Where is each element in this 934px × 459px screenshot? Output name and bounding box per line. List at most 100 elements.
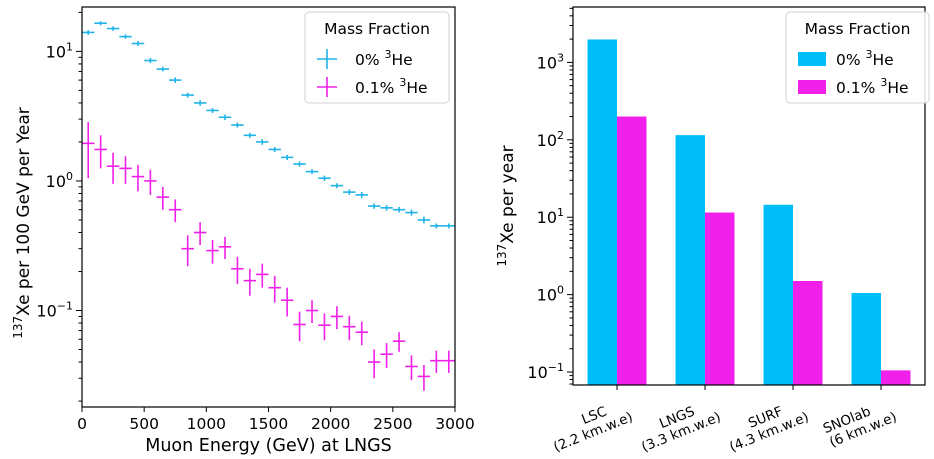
x-tick-label: SURF(4.3 km.w.e) xyxy=(722,395,811,455)
legend-marker xyxy=(798,80,826,94)
data-point xyxy=(392,332,406,352)
y-tick-label-exponent: 0 xyxy=(66,170,73,183)
data-point xyxy=(442,350,455,373)
legend-label-text: He xyxy=(392,51,413,69)
data-point xyxy=(218,114,232,121)
legend-label-text: He xyxy=(887,79,908,97)
x-tick-label: 1500 xyxy=(249,415,288,433)
data-point xyxy=(405,355,418,381)
x-tick-label: SNOlab(6 km.w.e) xyxy=(821,395,899,451)
y-tick-label: 100 xyxy=(537,284,564,305)
y-tick-label: 10−1 xyxy=(36,300,73,321)
legend-label: 0% 3He xyxy=(355,48,413,69)
data-point xyxy=(231,256,244,285)
data-point xyxy=(280,154,294,161)
bar-zero xyxy=(675,135,705,385)
data-point xyxy=(131,164,145,192)
y-tick-label-exponent: 1 xyxy=(557,206,564,219)
data-point xyxy=(82,122,95,179)
data-point xyxy=(293,161,306,167)
data-point xyxy=(355,321,368,346)
data-point xyxy=(144,169,157,195)
y-axis-label: 137Xe per 100 GeV per Year xyxy=(11,107,34,338)
data-point xyxy=(268,146,281,153)
x-tick-label: 1000 xyxy=(187,415,226,433)
data-point xyxy=(355,192,368,198)
y-tick-label-exponent: 3 xyxy=(557,51,564,64)
data-point xyxy=(442,223,455,229)
data-point xyxy=(330,183,344,189)
legend-title: Mass Fraction xyxy=(805,20,911,38)
bar-zero xyxy=(763,204,793,385)
data-point xyxy=(106,152,120,184)
data-point xyxy=(417,216,431,224)
y-tick-label: 103 xyxy=(537,51,564,72)
data-point xyxy=(156,66,170,72)
y-axis-label-text: Xe per year xyxy=(498,145,518,243)
y-tick-label-base: 10 xyxy=(46,172,66,191)
series-0 xyxy=(82,21,455,229)
y-tick-label-exponent: −1 xyxy=(57,300,73,313)
data-point xyxy=(243,132,257,138)
data-point xyxy=(268,275,281,303)
data-point xyxy=(169,199,182,223)
data-point xyxy=(94,21,107,26)
plot-frame xyxy=(81,6,456,408)
legend-label-text: 0% xyxy=(836,51,866,69)
data-point xyxy=(181,92,194,98)
legend-label-superscript: 3 xyxy=(880,76,887,89)
data-point xyxy=(392,206,406,213)
data-point xyxy=(380,343,393,368)
data-point xyxy=(144,57,157,64)
data-point xyxy=(256,139,269,145)
data-point xyxy=(430,350,443,373)
data-point xyxy=(206,240,219,264)
data-point xyxy=(181,235,194,267)
y-tick-label-exponent: 2 xyxy=(557,129,564,142)
x-axis-label: Muon Energy (GeV) at LNGS xyxy=(145,436,392,456)
legend-label-text: He xyxy=(873,51,894,69)
x-tick-label: 3000 xyxy=(435,415,474,433)
data-point xyxy=(193,222,207,246)
legend-label: 0% 3He xyxy=(836,48,894,69)
y-tick-label-exponent: 1 xyxy=(66,40,73,53)
data-point xyxy=(119,156,132,184)
y-tick-label: 101 xyxy=(537,206,564,227)
y-tick-label-exponent: 0 xyxy=(557,284,564,297)
data-point xyxy=(318,313,331,341)
bar-zero xyxy=(851,292,881,385)
y-tick-label: 101 xyxy=(46,40,73,61)
bar-point-one xyxy=(881,370,911,385)
legend-label: 0.1% 3He xyxy=(355,76,428,97)
data-point xyxy=(206,108,219,113)
data-point xyxy=(305,169,319,175)
y-tick-label-base: 10 xyxy=(537,286,557,305)
y-tick-label-base: 10 xyxy=(527,363,547,382)
data-point xyxy=(430,223,443,229)
data-point xyxy=(343,315,356,341)
legend-label-superscript: 3 xyxy=(399,76,406,89)
legend-label-text: 0.1% xyxy=(355,79,399,97)
y-tick-label: 100 xyxy=(46,170,73,191)
data-point xyxy=(256,263,269,288)
x-tick-label: 0 xyxy=(77,415,87,433)
y-tick-label-base: 10 xyxy=(36,302,56,321)
data-point xyxy=(169,77,182,83)
y-tick-label-exponent: −1 xyxy=(548,361,564,374)
x-tick-label: 500 xyxy=(129,415,159,433)
legend-label: 0.1% 3He xyxy=(836,76,909,97)
y-axis-label-superscript: 137 xyxy=(495,244,509,267)
series-1 xyxy=(82,122,455,391)
data-point xyxy=(318,175,331,181)
data-point xyxy=(243,268,257,296)
data-point xyxy=(106,26,120,31)
y-tick-label-base: 10 xyxy=(537,208,557,227)
legend-box xyxy=(304,11,450,104)
bar-point-one xyxy=(793,281,823,385)
legend-label-superscript: 3 xyxy=(866,48,873,61)
data-point xyxy=(280,287,294,317)
data-point xyxy=(343,189,356,195)
